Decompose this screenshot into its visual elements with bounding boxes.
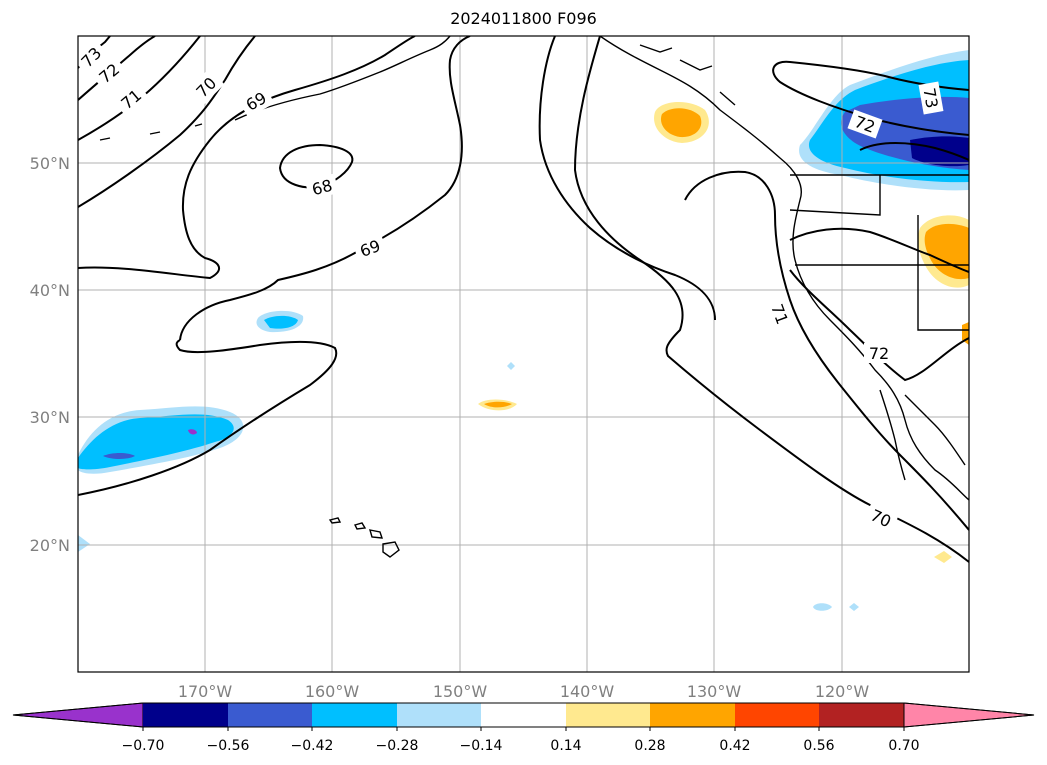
coastlines xyxy=(99,36,969,558)
contour-68 xyxy=(278,143,354,189)
negative-anomaly-bc-max xyxy=(910,136,969,167)
colorbar-segment xyxy=(312,703,397,727)
positive-anomaly-mid-core xyxy=(484,401,512,408)
colorbar-tick: −0.70 xyxy=(122,738,165,754)
colorbar-extend-low xyxy=(12,702,144,728)
colorbar-extend-high xyxy=(903,702,1035,728)
colorbar-segment xyxy=(143,703,228,727)
colorbar-tick: −0.28 xyxy=(376,738,419,754)
contour-lines xyxy=(78,36,969,563)
colorbar-segment xyxy=(481,703,566,727)
positive-anomaly-goa-core xyxy=(660,108,702,138)
colorbar-tick: 0.70 xyxy=(888,738,919,754)
negative-anomaly-edge xyxy=(78,535,90,552)
contour-label-73-east: 73 xyxy=(919,86,941,109)
colorbar: −0.70 −0.56 −0.42 −0.28 −0.14 0.14 0.28 … xyxy=(12,702,1035,754)
colorbar-tick: 0.42 xyxy=(719,738,750,754)
negative-anomaly-dot-3 xyxy=(849,603,859,611)
colorbar-segment xyxy=(819,703,904,727)
positive-anomaly-dot xyxy=(934,551,952,563)
lat-label-40n: 40°N xyxy=(30,281,70,300)
negative-anomaly-dot xyxy=(507,362,515,370)
lat-label-30n: 30°N xyxy=(30,408,70,427)
colorbar-segment xyxy=(566,703,650,727)
latitude-labels: 50°N 40°N 30°N 20°N xyxy=(30,154,70,555)
lat-label-20n: 20°N xyxy=(30,536,70,555)
lat-label-50n: 50°N xyxy=(30,154,70,173)
colorbar-tick: 0.14 xyxy=(550,738,581,754)
contour-72-west xyxy=(78,36,156,101)
colorbar-segment xyxy=(397,703,481,727)
lon-label-170w: 170°W xyxy=(178,682,233,701)
lon-label-140w: 140°W xyxy=(560,682,615,701)
contour-70-west xyxy=(78,36,256,208)
colorbar-segment xyxy=(735,703,819,727)
lon-label-120w: 120°W xyxy=(815,682,870,701)
colorbar-tick: 0.56 xyxy=(803,738,834,754)
plot-frame xyxy=(77,35,970,673)
contour-71-west xyxy=(78,36,201,141)
contour-label-72-coast: 72 xyxy=(869,344,889,363)
colorbar-segment xyxy=(228,703,312,727)
negative-anomaly-west-deep2 xyxy=(188,429,197,435)
contour-70-east xyxy=(573,36,969,563)
lon-label-160w: 160°W xyxy=(305,682,360,701)
negative-anomaly-dot-2 xyxy=(813,603,832,611)
map-title: 2024011800 F096 xyxy=(450,9,597,28)
contour-71-mid xyxy=(538,36,716,321)
contour-69-loop xyxy=(179,36,471,341)
negative-anomaly-west-deep xyxy=(103,453,135,459)
contour-69-west xyxy=(78,36,416,280)
colorbar-tick: −0.42 xyxy=(291,738,334,754)
gridlines xyxy=(78,36,969,672)
longitude-labels: 170°W 160°W 150°W 140°W 130°W 120°W xyxy=(178,682,870,701)
contour-71-east xyxy=(684,170,969,531)
negative-anomaly-small-core xyxy=(264,315,298,329)
contour-72-east xyxy=(789,227,969,273)
contour-69-south xyxy=(78,339,338,496)
contour-73-east xyxy=(772,60,969,136)
lon-label-150w: 150°W xyxy=(433,682,488,701)
colorbar-tick: 0.28 xyxy=(634,738,665,754)
lon-label-130w: 130°W xyxy=(687,682,742,701)
contour-labels: 73 72 71 70 69 68 69 71 72 70 73 72 xyxy=(78,38,944,534)
colorbar-tick: −0.56 xyxy=(207,738,250,754)
contour-72-ne xyxy=(859,142,969,161)
shaded-anomalies xyxy=(78,50,969,611)
colorbar-segment xyxy=(650,703,735,727)
contour-label-68: 68 xyxy=(310,176,335,200)
contour-72-south xyxy=(789,269,969,382)
colorbar-tick: −0.14 xyxy=(460,738,503,754)
